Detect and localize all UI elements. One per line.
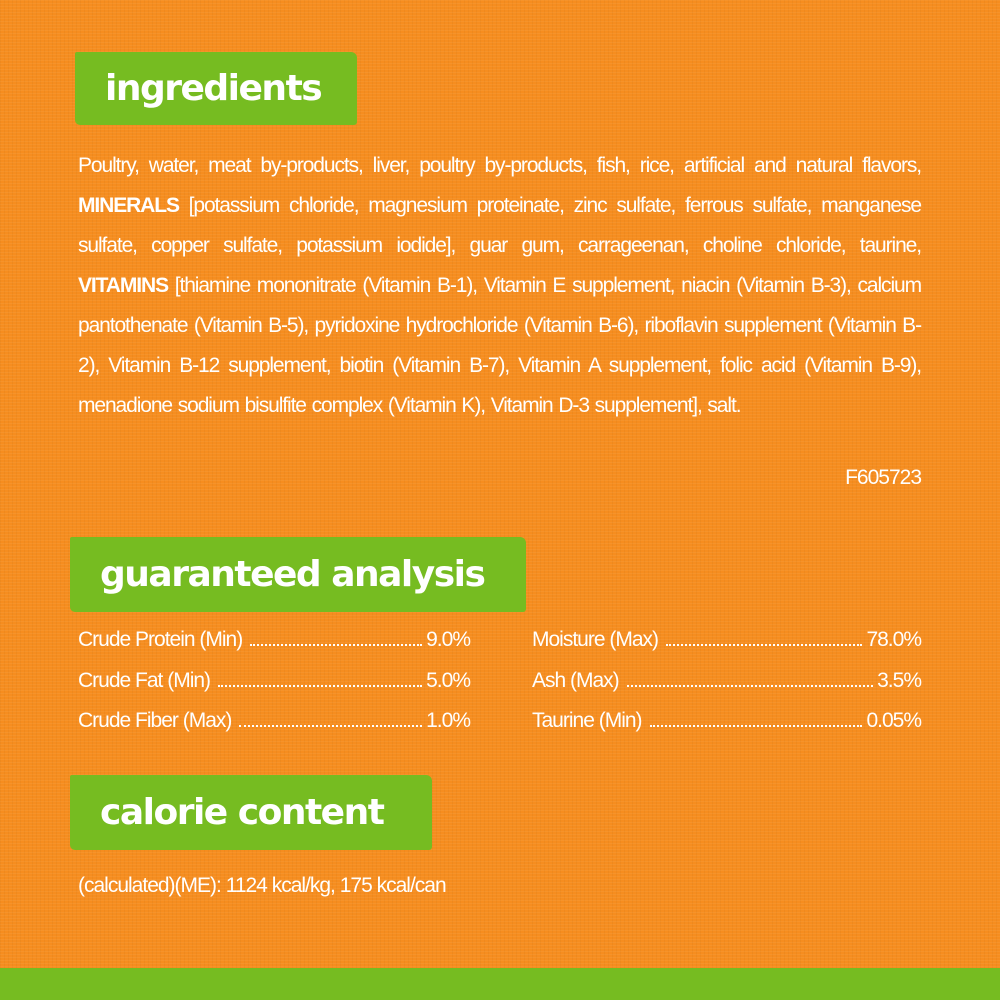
vitamins-label: VITAMINS: [78, 274, 169, 297]
calorie-text: (calculated)(ME): 1124 kcal/kg, 175 kcal…: [78, 874, 447, 897]
minerals-label: MINERALS: [78, 194, 180, 217]
analysis-label: Crude Fat (Min): [78, 668, 211, 692]
dot-leader: [649, 725, 863, 727]
analysis-label: Crude Fiber (Max): [78, 709, 232, 732]
analysis-left-column: Crude Protein (Min) 9.0% Crude Fat (Min) 5…: [78, 628, 471, 750]
analysis-value: 9.0%: [426, 628, 471, 651]
analysis-row: Crude Fiber (Max) 1.0%: [78, 709, 471, 750]
dot-leader: [239, 725, 423, 727]
ingredients-text: Poultry, water, meat by-products, liver,…: [78, 154, 922, 177]
analysis-row: Taurine (Min) 0.05%: [532, 709, 922, 750]
analysis-value: 0.05%: [866, 709, 922, 732]
analysis-row: Ash (Max) 3.5%: [532, 668, 922, 710]
analysis-label: Moisture (Max): [532, 628, 659, 651]
analysis-row: Crude Fat (Min) 5.0%: [78, 668, 471, 710]
ingredients-text: [potassium chloride, magnesium proteinat…: [78, 194, 922, 257]
ingredients-heading: ingredients: [75, 52, 357, 125]
analysis-right-column: Moisture (Max) 78.0% Ash (Max) 3.5% Taurin…: [532, 628, 922, 750]
ingredients-list: Poultry, water, meat by-products, liver,…: [78, 146, 922, 426]
dot-leader: [626, 684, 874, 687]
product-code: F605723: [845, 466, 922, 489]
ingredients-text: [thiamine mononitrate (Vitamin B-1), Vit…: [78, 274, 922, 417]
analysis-label: Taurine (Min): [532, 709, 643, 732]
dot-leader: [250, 644, 423, 646]
calorie-heading: calorie content: [70, 775, 432, 850]
analysis-value: 1.0%: [426, 709, 471, 732]
analysis-value: 5.0%: [426, 668, 471, 692]
analysis-value: 3.5%: [877, 668, 922, 692]
analysis-label: Ash (Max): [532, 668, 620, 692]
dot-leader: [218, 684, 423, 687]
analysis-label: Crude Protein (Min): [78, 628, 243, 651]
analysis-row: Crude Protein (Min) 9.0%: [78, 628, 471, 669]
analysis-heading: guaranteed analysis: [70, 537, 526, 612]
dot-leader: [666, 644, 863, 646]
bottom-green-band: [0, 968, 1000, 1000]
analysis-row: Moisture (Max) 78.0%: [532, 628, 922, 669]
analysis-value: 78.0%: [866, 628, 922, 651]
